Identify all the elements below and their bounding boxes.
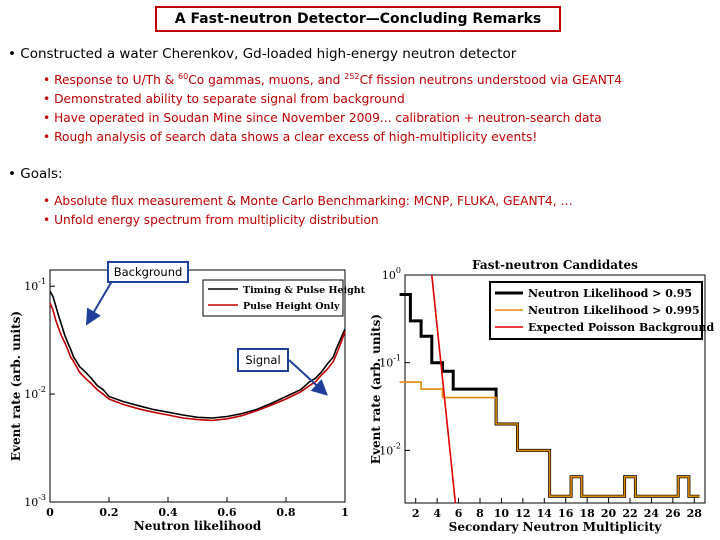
y-tick-label: 10-3 [24,493,46,509]
x-tick-label: 14 [537,507,553,520]
x-tick-label: 8 [476,507,484,520]
signal-callout: Signal [237,348,289,372]
series-2-line [399,381,700,497]
y-tick-label: 10-1 [379,354,401,370]
x-tick-label: 24 [644,507,660,520]
legend-box [202,279,344,317]
sub-bullet-unfold: • Unfold energy spectrum from multiplici… [43,213,379,227]
y-tick-label: 10-1 [24,277,46,293]
chart-title: Fast-neutron Candidates [472,258,638,272]
x-tick-label: 26 [665,507,681,520]
x-tick-label: 2 [412,507,420,520]
slide-title: A Fast-neutron Detector—Concluding Remar… [155,6,561,32]
likelihood-chart: 0 0.2 0.4 0.6 0.8 1 10-1 10-2 10-3 Neutron likeli… [9,269,366,533]
x-tick-label: 6 [455,507,463,520]
background-callout: Background [107,261,189,283]
y-tick-label: 10-2 [24,385,46,401]
x-tick-label: 0.2 [99,506,118,519]
x-tick-label: 12 [515,507,530,520]
legend-label: Neutron Likelihood > 0.995 [528,304,700,317]
signal-arrow [288,359,328,396]
x-axis-label: Secondary Neutron Multiplicity [449,520,663,534]
sub-text: Absolute flux measurement & Monte Carlo … [54,194,573,208]
sub-bullet-excess: • Rough analysis of search data shows a … [43,130,538,144]
bullet-constructed-text: Constructed a water Cherenkov, Gd-loaded… [20,46,517,62]
series-3-line [431,274,457,504]
sub-bullets-goals: • Absolute flux measurement & Monte Carl… [43,192,573,230]
x-tick-label: 0.8 [276,506,295,519]
sub-text: Unfold energy spectrum from multiplicity… [54,213,379,227]
sub-bullet-separate: • Demonstrated ability to separate signa… [43,92,405,106]
series-1-line [49,290,346,419]
y-axis-label: Event rate (arb. units) [369,314,383,464]
x-tick-label: 20 [601,507,617,520]
sub-text-mid: Co gammas, muons, and [188,73,345,87]
y-tick-label: 100 [382,266,401,282]
background-arrow [85,280,113,326]
sub-text: Have operated in Soudan Mine since Novem… [54,111,602,125]
x-tick-label: 22 [622,507,637,520]
legend-label: Neutron Likelihood > 0.95 [528,287,692,300]
x-axis-label: Neutron likelihood [134,519,262,533]
x-tick-label: 28 [687,507,703,520]
legend-label: Timing & Pulse Height [243,285,366,296]
multiplicity-chart: 2 4 6 8 10 12 14 16 18 20 22 24 26 2810010-110-2Secon… [369,258,715,534]
y-axis-label: Event rate (arb. units) [9,311,23,461]
x-tick-label: 1 [341,506,349,519]
sup-252: 252 [344,71,360,81]
sub-bullets-results: • Response to U/Th & 60Co gammas, muons,… [43,71,622,147]
series-2-line [49,302,346,422]
sub-text: Demonstrated ability to separate signal … [54,92,405,106]
bullet-marker: • [8,166,21,182]
x-tick-label: 0.6 [217,506,236,519]
x-tick-label: 10 [494,507,510,520]
sub-bullet-flux: • Absolute flux measurement & Monte Carl… [43,194,573,208]
legend-box [489,281,703,340]
sub-text-pre: Response to U/Th & [54,73,179,87]
legend-label: Expected Poisson Background [528,321,715,334]
bullet-goals: • Goals: [8,166,63,182]
bullet-goals-text: Goals: [20,166,63,182]
x-tick-label: 0 [46,506,54,519]
bullet-constructed: • Constructed a water Cherenkov, Gd-load… [8,46,516,62]
x-tick-label: 18 [579,507,595,520]
x-tick-label: 16 [558,507,574,520]
sub-text: Rough analysis of search data shows a cl… [54,130,538,144]
x-tick-label: 4 [433,507,441,520]
y-tick-label: 10-2 [379,441,401,457]
sub-bullet-soudan: • Have operated in Soudan Mine since Nov… [43,111,602,125]
legend-label: Pulse Height Only [243,301,340,312]
bullet-marker: • [8,46,21,62]
sup-60: 60 [178,71,189,81]
sub-bullet-response: • Response to U/Th & 60Co gammas, muons,… [43,71,623,87]
x-tick-label: 0.4 [158,506,177,519]
sub-text-post: Cf fission neutrons understood via GEANT… [359,73,623,87]
